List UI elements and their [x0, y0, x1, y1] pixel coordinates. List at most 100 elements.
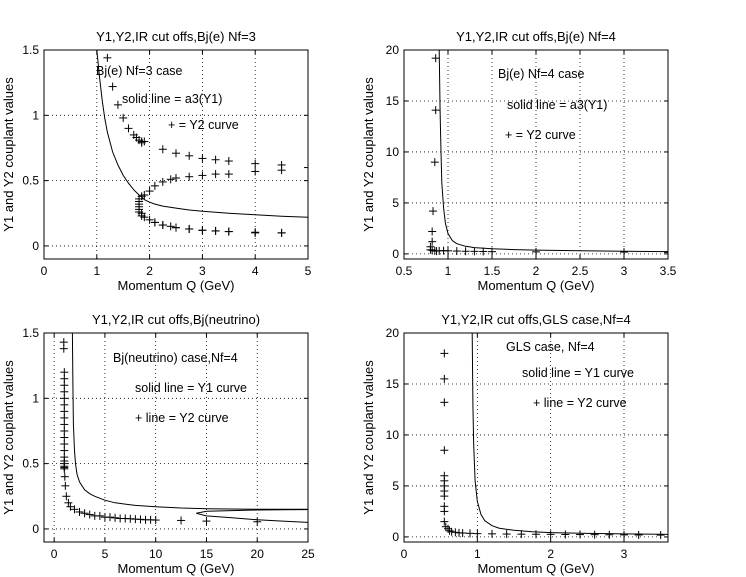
y2-plus-marker: [106, 513, 114, 522]
y2-plus-marker: [440, 517, 449, 526]
y2-plus-marker: [150, 218, 159, 227]
y-tick-label: 5: [392, 479, 399, 493]
chart-title: Y1,Y2,IR cut offs,Bj(e) Nf=4: [456, 29, 616, 44]
y2-plus-marker: [473, 529, 482, 538]
y2-plus-marker: [64, 498, 73, 507]
y2-plus-marker: [546, 530, 555, 539]
chart-title: Y1,Y2,IR cut offs,Bj(e) Nf=3: [96, 29, 256, 44]
y2-plus-marker: [440, 492, 449, 501]
annotation-text: + line = Y2 curve: [533, 396, 627, 410]
y-tick-label: 1: [32, 108, 39, 122]
plot-area: [426, 50, 668, 257]
y-tick-label: 0: [32, 522, 39, 536]
y2-plus-marker: [61, 481, 70, 490]
y2-plus-marker: [224, 157, 233, 166]
chart-panel-3: 0 5 10 15 20 25 0 0.5 1 1.5 Y1,Y2,IR cut offs,Bj(n…: [1, 312, 315, 576]
y-tick-label: 20: [386, 326, 400, 340]
annotation-text: + = Y2 curve: [168, 118, 239, 132]
plot-area: [59, 333, 308, 526]
y2-plus-marker: [251, 159, 260, 168]
y2-plus-marker: [211, 170, 220, 179]
x-tick-label: 2.5: [572, 264, 589, 278]
chart-panel-4: 0 1 2 3 0 5 10 15 20 Y1,Y2,IR cut offs,GLS case,N…: [361, 312, 669, 576]
x-tick-label: 1: [474, 547, 481, 561]
annotation-text: Bj(e) Nf=3 case: [96, 64, 183, 78]
y2-plus-marker: [150, 181, 159, 190]
y2-plus-marker: [430, 158, 439, 167]
x-axis-label: Momentum Q (GeV): [477, 278, 594, 293]
chart-panel-2: 0.5 1 1.5 2 2.5 3 3.5 0 5 10 15 20 Y1,Y2,IR cut offs…: [361, 29, 677, 293]
y2-plus-marker: [80, 509, 89, 518]
y1-solid-line: [471, 333, 668, 535]
y-tick-label: 5: [392, 196, 399, 210]
y2-plus-marker: [576, 530, 584, 539]
y2-plus-marker: [70, 505, 79, 514]
y2-plus-marker: [440, 507, 449, 516]
x-tick-label: 5: [102, 547, 109, 561]
x-tick-label: 4: [252, 264, 259, 278]
y2-plus-marker: [605, 530, 614, 539]
chart-panel-1: 0 1 2 3 4 5 0 0.5 1 1.5 Y1,Y2,IR cut offs,Bj(e) Nf…: [1, 29, 312, 293]
y2-plus-marker: [440, 374, 449, 383]
y-tick-label: 0: [392, 530, 399, 544]
y2-plus-marker: [532, 530, 540, 539]
y-tick-label: 0.5: [22, 174, 39, 188]
y2-plus-marker: [158, 145, 167, 154]
x-tick-label: 20: [251, 547, 265, 561]
y2-plus-marker: [172, 223, 180, 232]
y2-plus-marker: [664, 248, 668, 257]
y2-plus-marker: [59, 344, 68, 353]
y2-plus-marker: [75, 507, 84, 516]
y2-plus-marker: [185, 224, 194, 233]
y2-plus-marker: [441, 522, 450, 531]
x-axis-label: Momentum Q (GeV): [117, 278, 234, 293]
y1-solid-line: [196, 509, 308, 514]
x-tick-label: 15: [200, 547, 214, 561]
x-tick-label: 3: [621, 547, 628, 561]
x-tick-label: 2: [533, 264, 540, 278]
y2-plus-marker: [108, 82, 117, 91]
annotation-text: Bj(neutrino) case,Nf=4: [113, 351, 238, 365]
y2-plus-marker: [251, 167, 260, 176]
y2-plus-marker: [140, 190, 149, 199]
y2-plus-marker: [304, 163, 308, 172]
y2-plus-marker: [656, 531, 665, 540]
y2-plus-marker: [124, 124, 133, 133]
annotation-text: + line = Y2 curve: [135, 411, 229, 425]
x-axis-label: Momentum Q (GeV): [117, 561, 234, 576]
y2-plus-marker: [95, 511, 104, 520]
annotation-text: solid line = a3(Y1): [122, 92, 222, 106]
y2-plus-marker: [166, 222, 175, 231]
y2-plus-marker: [111, 513, 120, 522]
y2-plus-marker: [177, 516, 186, 525]
x-tick-label: 25: [301, 547, 315, 561]
y2-plus-marker: [431, 106, 440, 115]
y2-plus-marker: [137, 138, 146, 147]
chart-title: Y1,Y2,IR cut offs,Bj(neutrino): [92, 312, 260, 327]
y2-plus-marker: [151, 516, 160, 525]
y2-plus-marker: [224, 227, 233, 236]
y2-plus-marker: [85, 510, 94, 519]
y2-plus-marker: [431, 54, 440, 63]
plot-frame: [403, 332, 669, 543]
y2-plus-marker: [211, 155, 220, 164]
y2-plus-marker: [113, 100, 122, 109]
plot-area: [96, 50, 308, 237]
y2-plus-marker: [62, 492, 71, 501]
y2-plus-marker: [461, 247, 470, 256]
y2-plus-marker: [429, 207, 438, 216]
y2-plus-marker: [60, 464, 69, 473]
x-tick-label: 0.5: [396, 264, 413, 278]
chart-title: Y1,Y2,IR cut offs,GLS case,Nf=4: [441, 312, 630, 327]
annotation-text: + = Y2 curve: [505, 128, 576, 142]
y2-plus-marker: [532, 247, 540, 256]
annotation-text: solid line = Y1 curve: [135, 381, 247, 395]
x-tick-label: 1.5: [484, 264, 501, 278]
y-tick-label: 15: [386, 94, 400, 108]
y-tick-label: 0: [32, 239, 39, 253]
y-tick-label: 1.5: [22, 43, 39, 57]
y2-plus-marker: [445, 526, 454, 535]
annotation-text: solid line = Y1 curve: [522, 366, 634, 380]
x-axis-label: Momentum Q (GeV): [477, 561, 594, 576]
y2-plus-marker: [251, 228, 260, 237]
